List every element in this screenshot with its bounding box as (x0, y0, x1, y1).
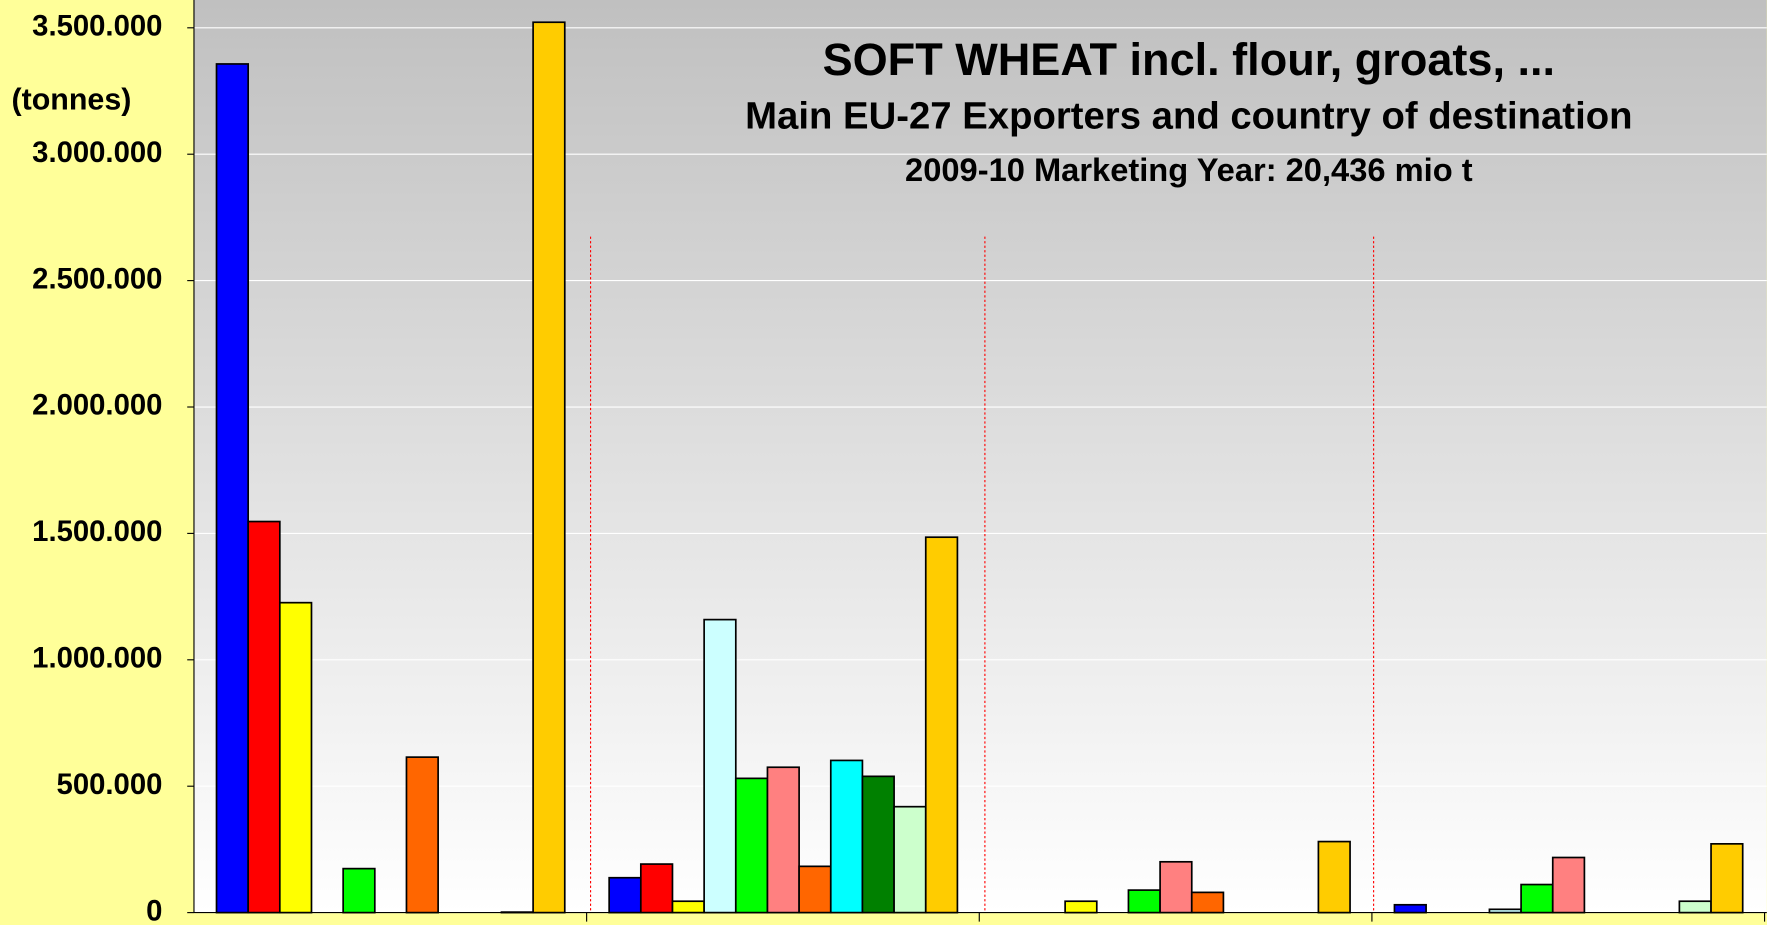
bar (671, 900, 705, 914)
bar (861, 775, 895, 914)
y-tick-label: 2.500.000 (32, 262, 162, 295)
bar (893, 805, 927, 914)
bar (829, 759, 864, 914)
bar (734, 777, 769, 914)
y-axis-label: (tonnes) (11, 82, 131, 116)
annotation: 2009-10 Marketing Year: 20,436 mio t (905, 151, 1473, 188)
bar (342, 867, 376, 914)
bar (1127, 889, 1161, 914)
y-tick-label: 1.000.000 (32, 642, 162, 675)
bar (1393, 903, 1427, 914)
bar (798, 865, 832, 914)
chart-title: SOFT WHEAT incl. flour, groats, ... (823, 34, 1555, 85)
bar (532, 21, 566, 914)
bar (1064, 900, 1098, 914)
bar (924, 536, 959, 914)
y-tick-label: 0 (146, 894, 162, 925)
plot-area (193, 0, 1767, 913)
y-tick-label: 500.000 (57, 768, 163, 801)
bar (1551, 856, 1586, 914)
bar (1317, 840, 1351, 914)
y-tick-label: 1.500.000 (32, 515, 162, 548)
bar (639, 863, 674, 914)
y-tick-label: 2.000.000 (32, 389, 162, 422)
bar (1520, 883, 1554, 914)
bar (608, 876, 642, 914)
bar (766, 766, 800, 914)
bar (247, 520, 281, 914)
y-tick-label: 3.500.000 (32, 10, 162, 43)
bar (703, 618, 737, 914)
bar (278, 601, 313, 914)
bar (1190, 891, 1225, 914)
chart-subtitle: Main EU-27 Exporters and country of dest… (745, 94, 1632, 137)
bar (1710, 843, 1744, 914)
bar (405, 756, 439, 914)
bar (215, 63, 250, 914)
bar (1678, 900, 1712, 914)
y-tick-label: 3.000.000 (32, 136, 162, 169)
bar (1159, 860, 1193, 914)
